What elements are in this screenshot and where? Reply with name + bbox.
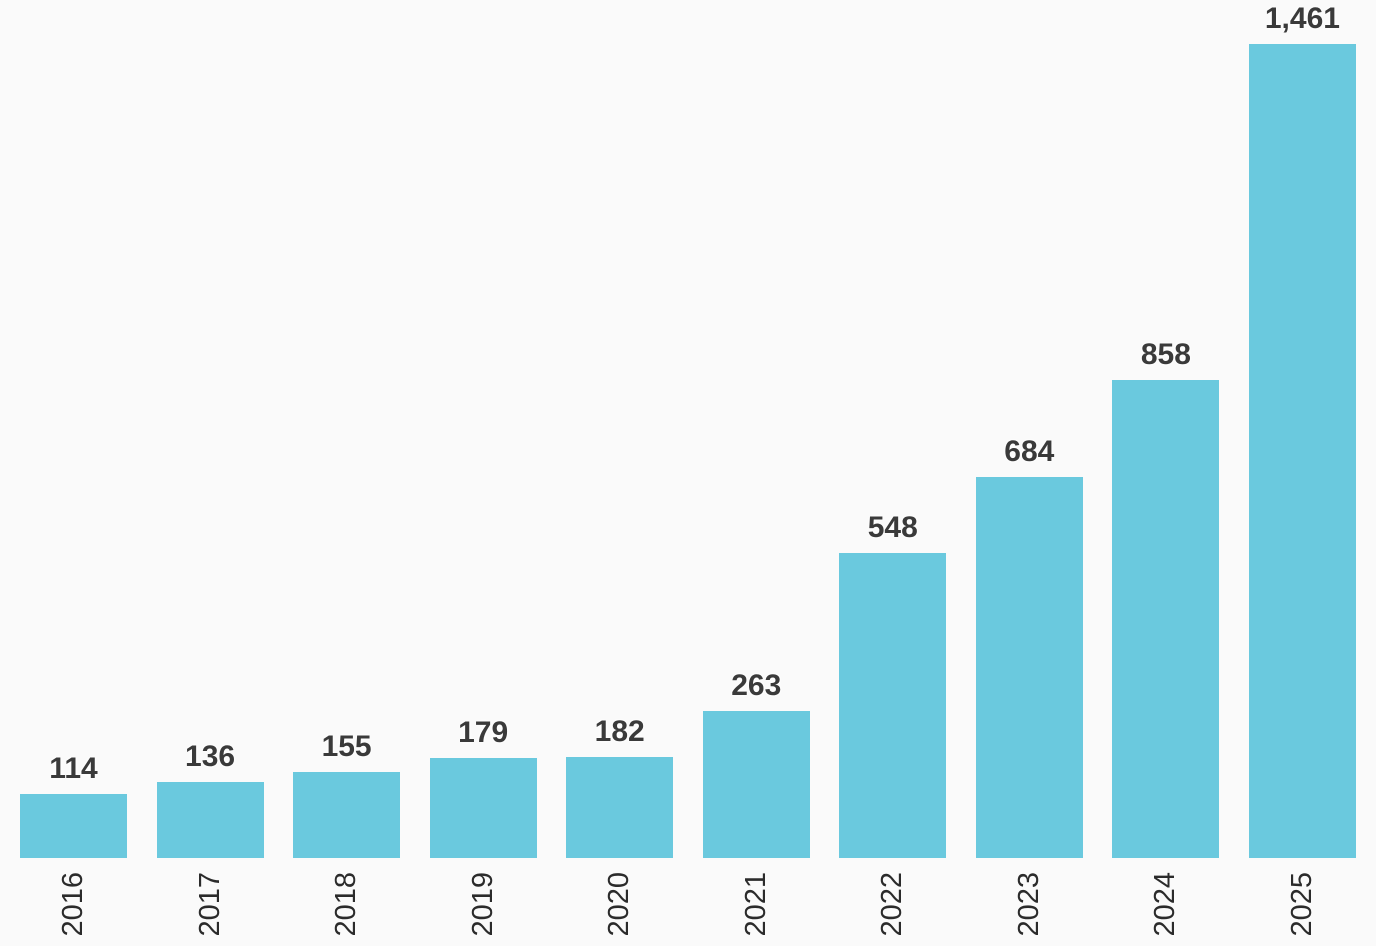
year-label: 2019 <box>466 872 499 937</box>
value-label: 858 <box>1140 338 1191 371</box>
bar-column: 684 <box>975 435 1083 858</box>
x-axis-label-cell: 2016 <box>20 858 127 937</box>
x-axis-label-cell: 2018 <box>293 858 400 937</box>
bar-column: 1,461 <box>1248 2 1356 858</box>
year-label: 2017 <box>193 872 226 937</box>
value-label: 1,461 <box>1264 2 1340 35</box>
value-label: 114 <box>49 752 98 785</box>
bar <box>839 553 947 858</box>
year-label: 2022 <box>876 872 909 937</box>
x-axis-label-cell: 2020 <box>566 858 673 937</box>
x-axis-label-cell: 2024 <box>1112 858 1219 937</box>
bar <box>429 758 537 858</box>
year-label: 2024 <box>1149 872 1182 937</box>
value-label: 179 <box>458 716 509 749</box>
year-label: 2023 <box>1012 872 1045 937</box>
bar-column: 858 <box>1112 338 1220 858</box>
bar <box>1112 380 1220 858</box>
bar <box>1248 44 1356 858</box>
bar-column: 548 <box>839 511 947 858</box>
value-label: 136 <box>185 740 236 773</box>
bar <box>975 477 1083 858</box>
year-label: 2020 <box>603 872 636 937</box>
plot-area: 114 136 155 179 182 263 548 684 858 1,461 <box>20 2 1356 858</box>
x-axis-label-cell: 2021 <box>703 858 810 937</box>
year-label: 2021 <box>739 872 772 937</box>
year-label: 2018 <box>330 872 363 937</box>
year-label: 2025 <box>1285 872 1318 937</box>
bar-column: 155 <box>293 730 401 858</box>
value-label: 182 <box>594 715 645 748</box>
bar-column: 263 <box>702 669 810 858</box>
x-axis-label-cell: 2017 <box>157 858 264 937</box>
bar <box>156 782 264 858</box>
bar-column: 182 <box>566 715 674 858</box>
value-label: 548 <box>867 511 918 544</box>
bar-column: 136 <box>156 740 264 858</box>
value-label: 155 <box>321 730 372 763</box>
bar <box>20 794 127 858</box>
bar <box>702 711 810 858</box>
bar <box>566 757 674 858</box>
year-label: 2016 <box>57 872 89 937</box>
x-axis-label-cell: 2023 <box>976 858 1083 937</box>
x-axis-label-cell: 2025 <box>1249 858 1356 937</box>
bar-column: 179 <box>429 716 537 858</box>
bar-column: 114 <box>20 754 127 858</box>
x-axis-label-cell: 2019 <box>430 858 537 937</box>
value-label: 263 <box>731 669 782 702</box>
bar <box>293 772 401 858</box>
value-label: 684 <box>1004 435 1055 468</box>
x-axis-label-cell: 2022 <box>839 858 946 937</box>
x-axis-labels: 2016 2017 2018 2019 2020 2021 2022 2023 2024 2025 <box>0 858 1376 946</box>
